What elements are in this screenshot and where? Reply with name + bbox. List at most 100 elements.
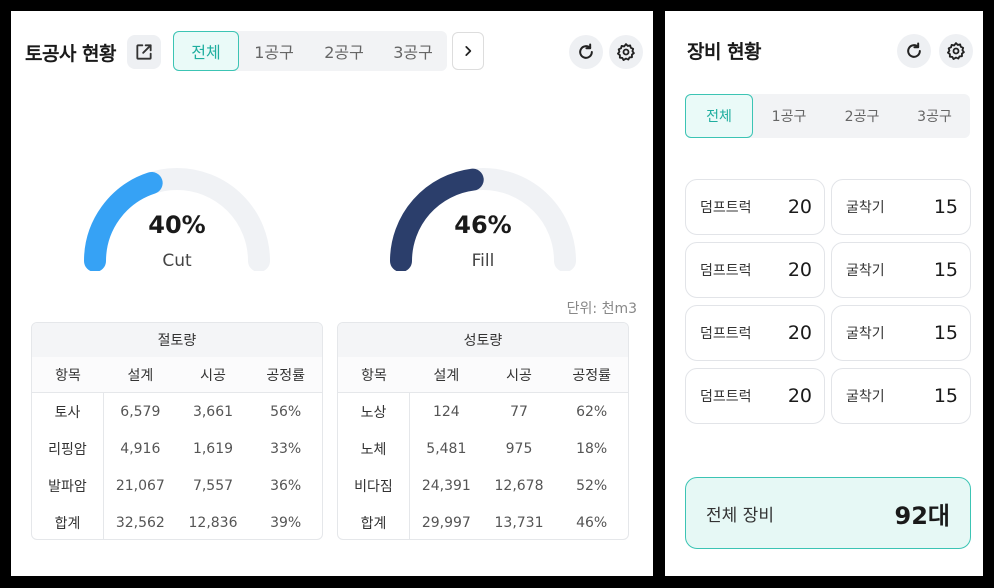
column-header: 시공 — [506, 367, 532, 384]
equipment-count: 15 — [933, 385, 958, 407]
table-cell: 4,916 — [120, 440, 161, 457]
cut-gauge — [84, 168, 270, 271]
equipment-name: 굴착기 — [846, 326, 885, 342]
equipment-count: 20 — [787, 385, 812, 407]
column-header: 설계 — [433, 367, 460, 384]
cut-table-header: 항목 설계 시공 공정률 — [32, 357, 322, 393]
table-cell: 21,067 — [115, 477, 165, 494]
cut-gauge-label: Cut — [162, 251, 192, 271]
table-row: 발파암 21,067 7,557 36% — [32, 467, 322, 504]
table-cell: 12,678 — [494, 477, 544, 494]
column-header: 항목 — [361, 367, 387, 384]
table-cell: 46% — [576, 514, 608, 531]
table-cell: 합계 — [32, 504, 104, 539]
table-cell: 29,997 — [421, 514, 471, 531]
equipment-refresh-button[interactable] — [897, 34, 931, 68]
fill-gauge — [390, 168, 576, 271]
refresh-icon — [579, 43, 593, 59]
table-cell: 1,619 — [192, 440, 234, 457]
equipment-title: 장비 현황 — [687, 41, 762, 63]
table-cell: 리핑암 — [32, 430, 104, 467]
table-cell: 7,557 — [192, 477, 234, 494]
gear-icon — [947, 42, 965, 60]
equipment-name: 덤프트럭 — [700, 326, 752, 342]
table-row: 합계 32,562 12,836 39% — [32, 504, 322, 539]
table-cell: 합계 — [338, 504, 410, 539]
fill-table-title: 성토량 — [338, 323, 628, 357]
external-link-button[interactable] — [127, 35, 161, 69]
column-header: 공정률 — [572, 367, 611, 384]
table-cell: 975 — [505, 440, 533, 457]
earthwork-tabs: 전체 1공구 2공구 3공구 — [173, 31, 447, 71]
equipment-tabs: 전체 1공구 2공구 3공구 — [685, 94, 970, 138]
equipment-count: 20 — [787, 259, 812, 281]
total-equipment-label: 전체 장비 — [706, 505, 774, 526]
equipment-count: 20 — [787, 196, 812, 218]
earthwork-refresh-button[interactable] — [569, 35, 603, 69]
fill-gauge-label: Fill — [471, 251, 495, 271]
equipment-card-excavator: 굴착기 15 — [831, 242, 971, 298]
table-cell: 발파암 — [32, 467, 104, 504]
table-cell: 36% — [270, 477, 302, 494]
table-cell: 12,836 — [188, 514, 238, 531]
equipment-card-dump-truck: 덤프트럭 20 — [685, 242, 825, 298]
equipment-name: 굴착기 — [846, 389, 885, 405]
tabs-next-button[interactable] — [452, 32, 484, 70]
earthwork-title: 토공사 현황 — [25, 43, 117, 65]
table-cell: 33% — [270, 440, 302, 457]
total-equipment-value: 92대 — [894, 501, 950, 530]
column-header: 설계 — [127, 367, 154, 384]
table-cell: 5,481 — [426, 440, 467, 457]
equipment-panel: 장비 현황 전체 1공구 2공구 3공구 덤프트럭 20 굴착기 15 덤프트럭… — [665, 11, 983, 576]
equipment-count: 15 — [933, 196, 958, 218]
earthwork-tab-all[interactable]: 전체 — [173, 31, 239, 71]
column-header: 항목 — [55, 367, 81, 384]
table-cell: 56% — [270, 403, 302, 420]
equipment-name: 굴착기 — [846, 263, 885, 279]
equipment-card-excavator: 굴착기 15 — [831, 179, 971, 235]
table-cell: 18% — [576, 440, 608, 457]
equipment-tab-3[interactable]: 3공구 — [917, 109, 952, 125]
earthwork-panel: 토공사 현황 전체 1공구 2공구 3공구 40% Cut 46% Fi — [11, 11, 653, 576]
table-cell: 77 — [510, 403, 528, 420]
equipment-card-excavator: 굴착기 15 — [831, 305, 971, 361]
table-cell: 62% — [576, 403, 608, 420]
external-link-icon — [136, 44, 152, 60]
fill-table-header: 항목 설계 시공 공정률 — [338, 357, 628, 393]
equipment-count: 15 — [933, 259, 958, 281]
table-cell: 노체 — [338, 430, 410, 467]
earthwork-tab-3[interactable]: 3공구 — [393, 43, 433, 62]
column-header: 공정률 — [266, 367, 305, 384]
cut-gauge-fill — [84, 172, 163, 271]
refresh-icon — [907, 42, 921, 58]
equipment-card-dump-truck: 덤프트럭 20 — [685, 368, 825, 424]
equipment-name: 덤프트럭 — [700, 263, 752, 279]
gear-icon — [617, 43, 635, 61]
total-equipment-card: 전체 장비 92대 — [685, 477, 971, 549]
earthwork-tab-1[interactable]: 1공구 — [254, 43, 294, 62]
equipment-count: 15 — [933, 322, 958, 344]
unit-label: 단위: 천m3 — [566, 301, 637, 317]
equipment-card-dump-truck: 덤프트럭 20 — [685, 179, 825, 235]
equipment-name: 덤프트럭 — [700, 389, 752, 405]
table-cell: 3,661 — [192, 403, 234, 420]
equipment-settings-button[interactable] — [939, 34, 973, 68]
table-cell: 노상 — [338, 393, 410, 430]
cut-table-title: 절토량 — [32, 323, 322, 357]
table-cell: 토사 — [32, 393, 104, 430]
table-row: 토사 6,579 3,661 56% — [32, 393, 322, 430]
equipment-name: 굴착기 — [846, 200, 885, 216]
fill-gauge-value: 46% — [454, 211, 512, 239]
equipment-card-dump-truck: 덤프트럭 20 — [685, 305, 825, 361]
table-row: 합계 29,997 13,731 46% — [338, 504, 628, 539]
earthwork-settings-button[interactable] — [609, 35, 643, 69]
table-cell: 13,731 — [494, 514, 544, 531]
table-cell: 124 — [432, 403, 460, 420]
earthwork-tab-2[interactable]: 2공구 — [324, 43, 364, 62]
equipment-tab-1[interactable]: 1공구 — [771, 109, 807, 125]
column-header: 시공 — [200, 367, 226, 384]
table-row: 리핑암 4,916 1,619 33% — [32, 430, 322, 467]
equipment-tab-2[interactable]: 2공구 — [844, 109, 880, 125]
table-row: 노체 5,481 975 18% — [338, 430, 628, 467]
equipment-tab-all[interactable]: 전체 — [685, 94, 753, 138]
